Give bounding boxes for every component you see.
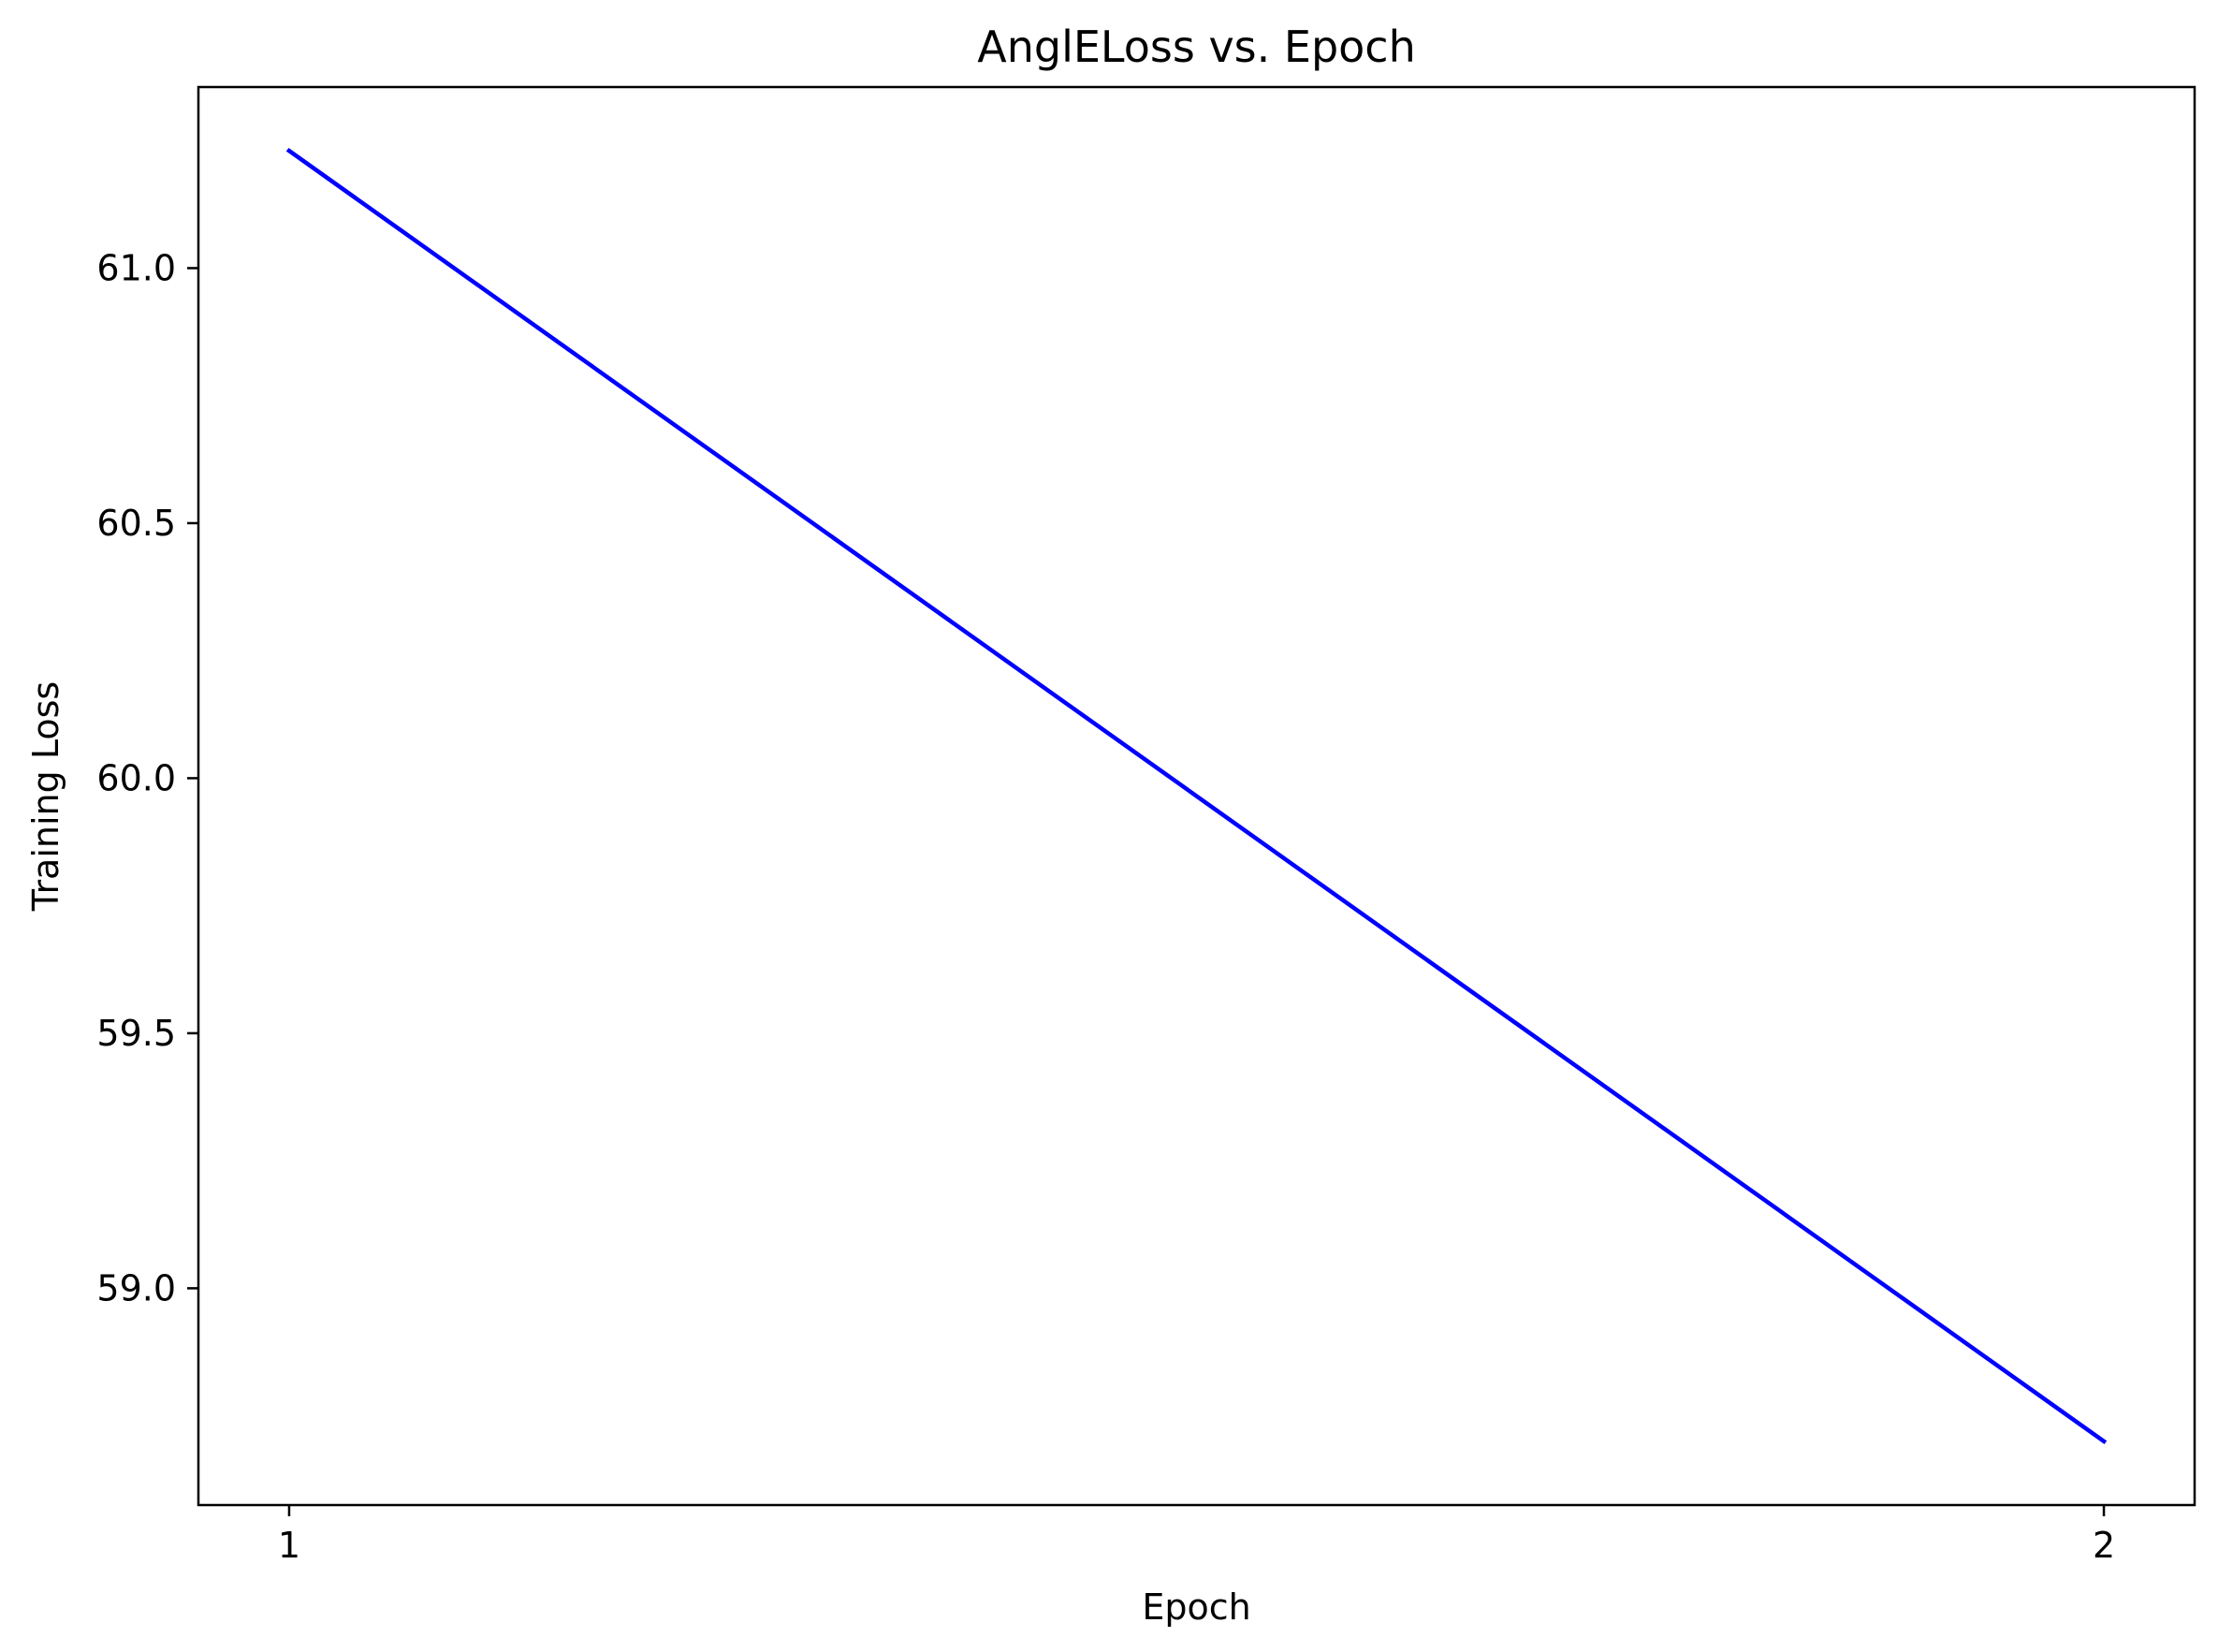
- x-tick-label: 2: [2093, 1525, 2115, 1566]
- y-tick-label: 61.0: [96, 247, 176, 288]
- plot-series: [285, 147, 2108, 1445]
- chart-title: AnglELoss vs. Epoch: [977, 22, 1415, 72]
- series-line: [285, 147, 2108, 1445]
- x-axis-label: Epoch: [1142, 1586, 1250, 1628]
- y-tick-label: 60.5: [96, 503, 176, 544]
- plot-area-frame: [197, 85, 2196, 1507]
- x-tick-label: 1: [278, 1525, 300, 1566]
- y-tick-label: 59.0: [96, 1267, 176, 1308]
- y-tick-label: 59.5: [96, 1013, 176, 1054]
- y-axis-ticks: 59.0 59.5 60.0 60.5 61.0: [96, 247, 198, 1308]
- y-tick-label: 60.0: [96, 757, 176, 798]
- y-axis-label: Training Loss: [25, 681, 66, 912]
